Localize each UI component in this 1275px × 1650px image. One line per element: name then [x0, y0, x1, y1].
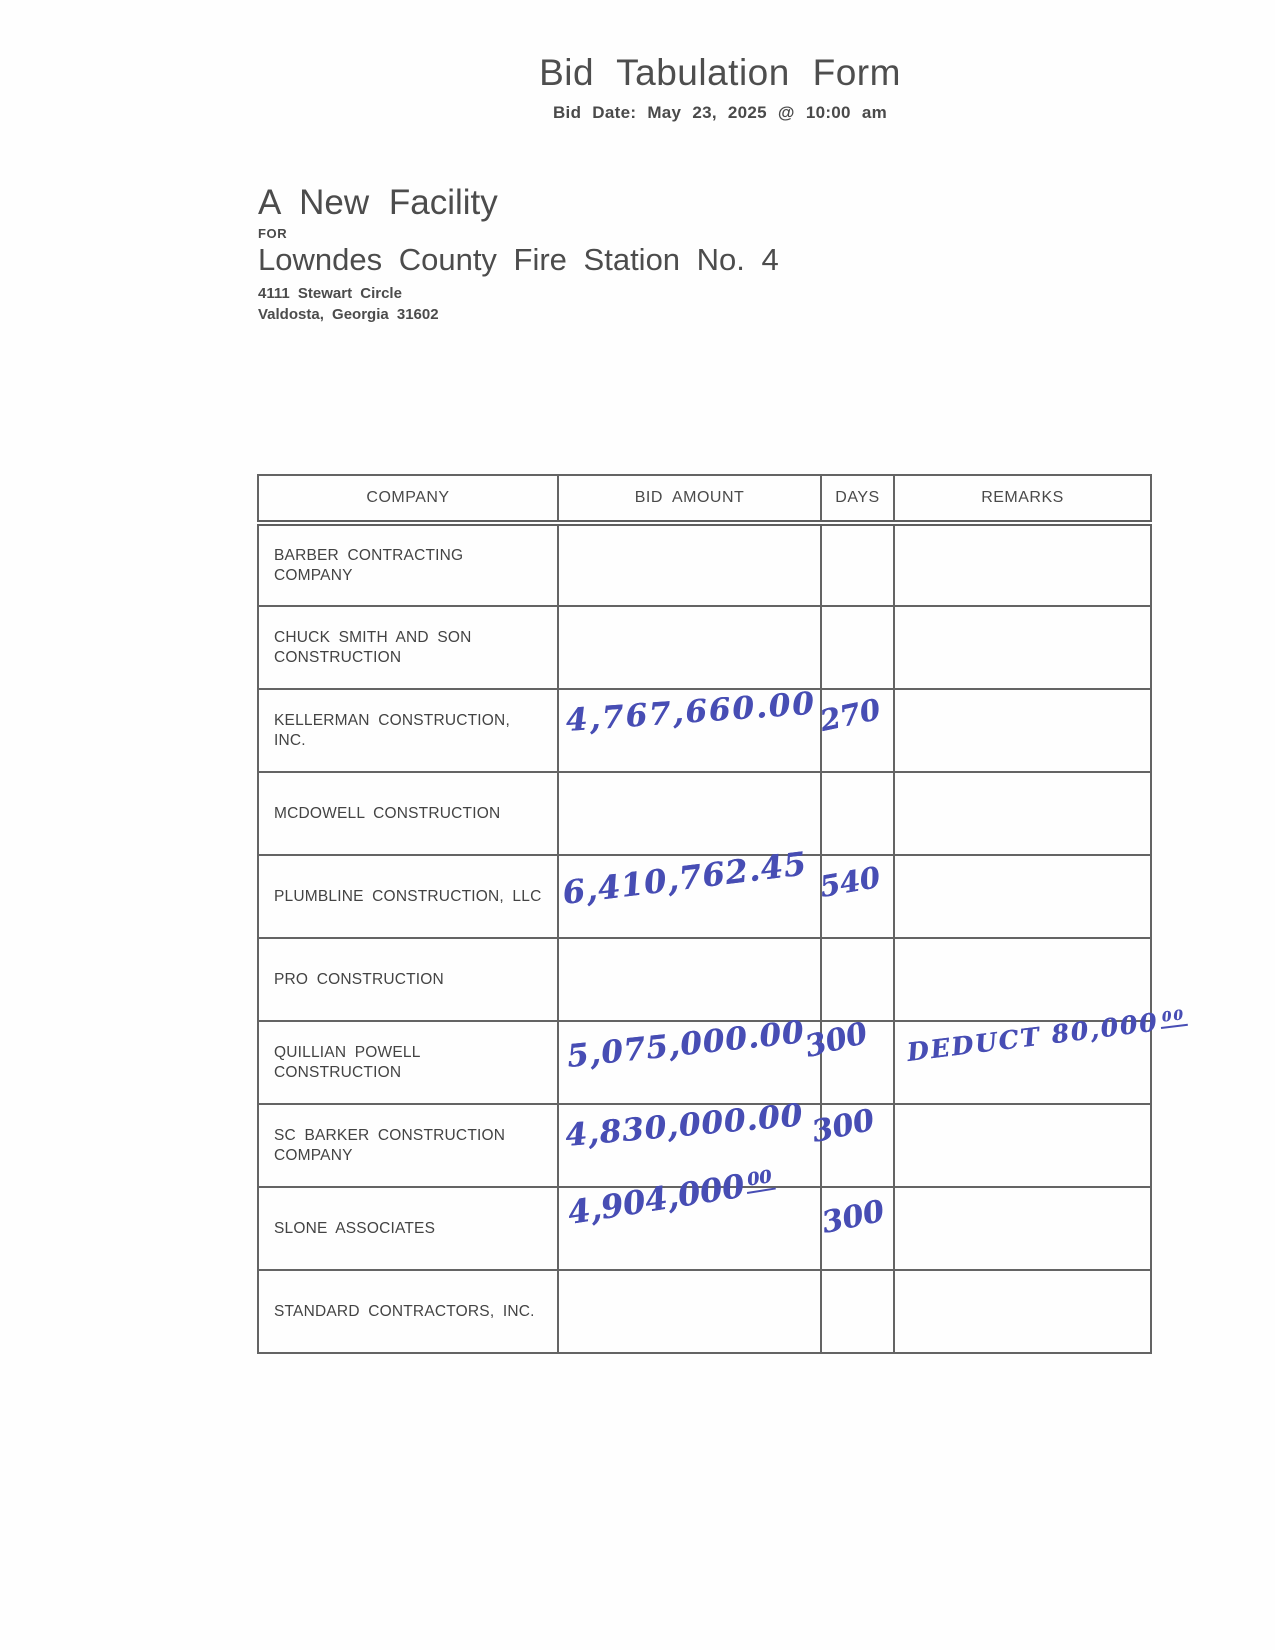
bid-date: Bid Date: May 23, 2025 @ 10:00 am [552, 103, 887, 122]
remarks-cell [893, 1186, 1152, 1271]
company-cell: STANDARD CONTRACTORS, INC. [257, 1269, 559, 1354]
table-row: QUILLIAN POWELL CONSTRUCTION 5,075,000.0… [257, 1007, 1189, 1105]
table-row: PLUMBLINE CONSTRUCTION, LLC 6,410,762.45… [257, 844, 1152, 939]
bid-amount-handwritten: 4,830,000.00 [563, 1097, 805, 1154]
days-handwritten: 540 [817, 860, 883, 904]
bid-amount-cell [557, 522, 822, 607]
bid-amount-cell [557, 937, 822, 1022]
days-cell: 300 [802, 1016, 895, 1105]
table-row: MCDOWELL CONSTRUCTION [257, 771, 1152, 856]
bid-amount-superscript: 00 [743, 1166, 776, 1195]
bid-amount-handwritten: 4,767,660.00 [564, 685, 817, 739]
project-name: Lowndes County Fire Station No. 4 [258, 242, 779, 277]
remark-superscript: 00 [1158, 1007, 1189, 1030]
remarks-cell [893, 522, 1152, 607]
bid-amount-cell: 6,410,762.45 [557, 844, 822, 939]
project-for-label: FOR [258, 226, 288, 241]
company-cell: PRO CONSTRUCTION [257, 937, 559, 1022]
remarks-cell [893, 605, 1152, 690]
days-handwritten: 300 [818, 1193, 888, 1241]
days-cell [820, 771, 895, 856]
table-row: PRO CONSTRUCTION [257, 937, 1152, 1022]
company-name: COMPANY [274, 566, 353, 584]
bid-table: COMPANY BID AMOUNT DAYS REMARKS BARBER C… [257, 474, 1189, 1354]
project-title: A New Facility [258, 183, 498, 222]
column-header-days: DAYS [820, 474, 895, 526]
days-cell [820, 1269, 895, 1354]
remarks-cell [893, 1269, 1152, 1354]
company-cell: BARBER CONTRACTING COMPANY [257, 522, 559, 607]
bid-amount-cell: 5,075,000.00 [557, 1014, 822, 1105]
days-cell [820, 522, 895, 607]
bid-amount-cell: 4,767,660.00 [557, 685, 822, 773]
remarks-cell [893, 688, 1152, 773]
table-row: CHUCK SMITH AND SON CONSTRUCTION [257, 605, 1152, 690]
company-cell: KELLERMAN CONSTRUCTION, INC. [257, 688, 559, 773]
company-name: KELLERMAN CONSTRUCTION, [274, 711, 510, 729]
company-name: CONSTRUCTION [274, 648, 402, 666]
table-row: SC BARKER CONSTRUCTION COMPANY 4,830,000… [257, 1097, 1152, 1188]
form-title: Bid Tabulation Form [539, 52, 901, 93]
remarks-cell [893, 937, 1152, 1022]
remarks-cell [893, 1103, 1152, 1188]
remarks-cell [893, 854, 1152, 939]
bid-amount-handwritten: 6,410,762.45 [560, 844, 809, 912]
column-header-remarks: REMARKS [893, 474, 1152, 526]
bid-amount-cell: 4,830,000.00 [557, 1097, 822, 1188]
table-row: BARBER CONTRACTING COMPANY [257, 522, 1152, 607]
company-name: SLONE ASSOCIATES [274, 1219, 436, 1237]
table-row: KELLERMAN CONSTRUCTION, INC. 4,767,660.0… [257, 685, 1152, 773]
company-name: QUILLIAN POWELL [274, 1043, 421, 1061]
company-name: MCDOWELL CONSTRUCTION [274, 804, 501, 822]
document-header: Bid Tabulation Form Bid Date: May 23, 20… [320, 52, 1120, 123]
table-header-row: COMPANY BID AMOUNT DAYS REMARKS [257, 474, 1152, 526]
column-header-bid-amount: BID AMOUNT [557, 474, 822, 526]
column-header-company: COMPANY [257, 474, 559, 526]
company-cell: SC BARKER CONSTRUCTION COMPANY [257, 1103, 559, 1188]
bid-amount-cell [557, 771, 822, 856]
company-name: PRO CONSTRUCTION [274, 970, 444, 988]
company-name: STANDARD CONTRACTORS, INC. [274, 1302, 535, 1320]
bid-amount-cell [557, 605, 822, 690]
company-cell: CHUCK SMITH AND SON CONSTRUCTION [257, 605, 559, 690]
days-cell: 300 [809, 1103, 895, 1188]
project-address-line2: Valdosta, Georgia 31602 [258, 306, 439, 323]
days-cell: 300 [818, 1186, 895, 1271]
table-row: STANDARD CONTRACTORS, INC. [257, 1269, 1152, 1354]
company-name: CONSTRUCTION [274, 1063, 402, 1081]
company-cell: SLONE ASSOCIATES [257, 1186, 559, 1271]
company-name: COMPANY [274, 1146, 353, 1164]
company-name: CHUCK SMITH AND SON [274, 628, 472, 646]
table-row: SLONE ASSOCIATES 4,904,00000 300 [257, 1166, 1152, 1271]
bid-amount-cell: 4,904,00000 [557, 1166, 822, 1271]
remarks-cell [893, 771, 1152, 856]
remarks-cell: DEDUCT 80,00000 [893, 1007, 1189, 1105]
company-cell: MCDOWELL CONSTRUCTION [257, 771, 559, 856]
days-cell: 540 [817, 854, 895, 939]
days-cell [820, 937, 895, 1022]
days-cell [820, 605, 895, 690]
company-name: SC BARKER CONSTRUCTION [274, 1126, 506, 1144]
company-name: PLUMBLINE CONSTRUCTION, LLC [274, 887, 542, 905]
company-cell: QUILLIAN POWELL CONSTRUCTION [257, 1020, 559, 1105]
company-name: INC. [274, 731, 306, 749]
days-handwritten: 270 [816, 692, 884, 738]
project-block: A New Facility FOR Lowndes County Fire S… [258, 184, 779, 325]
company-name: BARBER CONTRACTING [274, 546, 464, 564]
project-address-line1: 4111 Stewart Circle [258, 285, 402, 302]
bid-amount-cell [557, 1269, 822, 1354]
company-cell: PLUMBLINE CONSTRUCTION, LLC [257, 854, 559, 939]
bid-amount-handwritten: 5,075,000.00 [565, 1014, 807, 1075]
days-cell: 270 [817, 688, 895, 773]
